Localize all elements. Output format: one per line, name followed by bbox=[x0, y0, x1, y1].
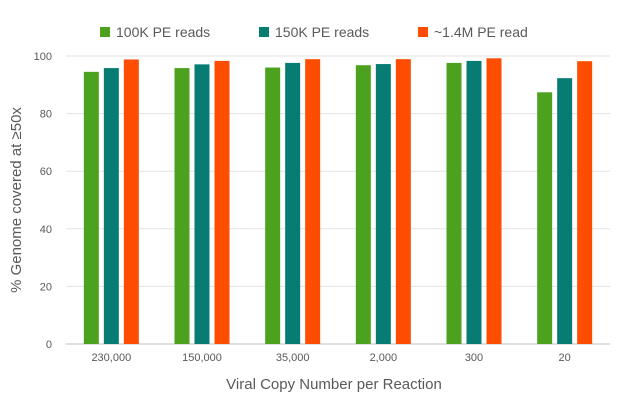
bar bbox=[214, 60, 230, 345]
legend-swatch bbox=[100, 27, 110, 37]
bar bbox=[83, 71, 99, 344]
x-tick-label: 35,000 bbox=[276, 352, 310, 364]
y-tick-label: 0 bbox=[46, 339, 52, 351]
y-tick-label: 40 bbox=[40, 224, 52, 236]
bar bbox=[577, 61, 593, 345]
bar bbox=[557, 78, 573, 345]
x-axis-label: Viral Copy Number per Reaction bbox=[226, 376, 442, 393]
bar bbox=[103, 68, 119, 344]
bar bbox=[355, 65, 371, 344]
bar bbox=[486, 58, 502, 344]
x-tick-label: 300 bbox=[465, 352, 483, 364]
y-axis-ticks: 0 20 40 60 80 100 bbox=[34, 51, 52, 351]
y-tick-label: 80 bbox=[40, 109, 52, 121]
bar bbox=[123, 59, 139, 345]
legend: 100K PE reads 150K PE reads ~1.4M PE read bbox=[100, 24, 528, 40]
y-tick-label: 60 bbox=[40, 166, 52, 178]
bar bbox=[285, 62, 301, 345]
x-axis-ticks: 230,000 150,000 35,000 2,000 300 20 bbox=[91, 352, 570, 364]
bars bbox=[83, 58, 593, 345]
bar bbox=[265, 67, 281, 345]
bar bbox=[194, 64, 210, 345]
x-tick-label: 20 bbox=[559, 352, 571, 364]
x-tick-label: 2,000 bbox=[370, 352, 398, 364]
bar bbox=[375, 64, 391, 345]
x-tick-label: 230,000 bbox=[91, 352, 131, 364]
bar bbox=[466, 60, 482, 345]
bar bbox=[537, 92, 553, 345]
legend-swatch bbox=[418, 27, 428, 37]
bar bbox=[305, 59, 321, 344]
x-tick-label: 150,000 bbox=[182, 352, 222, 364]
y-tick-label: 20 bbox=[40, 281, 52, 293]
gridlines bbox=[66, 55, 610, 345]
bar bbox=[395, 59, 411, 344]
legend-label: 150K PE reads bbox=[275, 24, 369, 40]
bar bbox=[446, 62, 462, 345]
legend-label: 100K PE reads bbox=[116, 24, 210, 40]
legend-swatch bbox=[259, 27, 269, 37]
y-axis-label: % Genome covered at ≥50x bbox=[8, 107, 25, 293]
legend-label: ~1.4M PE read bbox=[434, 24, 528, 40]
y-tick-label: 100 bbox=[34, 51, 52, 63]
bar bbox=[174, 68, 190, 344]
